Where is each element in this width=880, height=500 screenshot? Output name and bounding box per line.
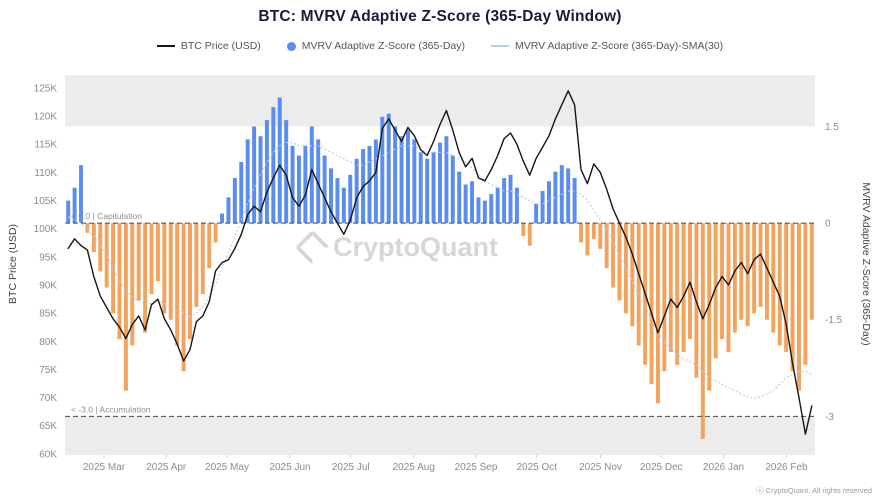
z-tick-label: -1.5 — [825, 315, 843, 326]
x-tick-label: 2026 Jan — [703, 462, 744, 473]
price-tick-label: 125K — [34, 83, 58, 94]
threshold-bands — [65, 75, 815, 455]
price-tick-label: 80K — [39, 337, 57, 348]
legend-label: MVRV Adaptive Z-Score (365-Day) — [301, 40, 465, 52]
x-tick-label: 2025 Nov — [579, 462, 622, 473]
black-line-swatch-icon — [156, 45, 175, 47]
blue-dot-swatch-icon — [286, 41, 296, 51]
x-tick-label: 2025 May — [205, 462, 249, 473]
x-tick-label: 2025 Aug — [393, 462, 435, 473]
chart-title: BTC: MVRV Adaptive Z-Score (365-Day Wind… — [258, 8, 622, 25]
x-axis-labels: 2025 Mar 2025 Apr 2025 May 2025 Jun 2025 Jul… — [83, 455, 808, 473]
threshold-annotation: < -3.0 | Accumulation — [71, 404, 151, 414]
x-tick-label: 2025 Jul — [332, 462, 370, 473]
z-tick-label: -3 — [825, 412, 834, 423]
legend-item-zscore[interactable]: MVRV Adaptive Z-Score (365-Day) — [286, 40, 465, 52]
lightblue-line-swatch-icon — [491, 45, 509, 47]
price-tick-label: 60K — [39, 449, 57, 460]
legend-item-btc-price[interactable]: BTC Price (USD) — [156, 40, 261, 52]
price-tick-label: 75K — [39, 365, 57, 376]
x-tick-label: 2026 Feb — [765, 462, 808, 473]
y-axis-title-zscore: MVRV Adaptive Z-Score (365-Day) — [860, 182, 872, 346]
price-tick-label: 105K — [34, 196, 58, 207]
z-tick-label: 1.5 — [825, 122, 839, 133]
sma30-line — [67, 142, 813, 399]
z-tick-label: 0 — [825, 219, 831, 230]
z-score-bars — [66, 97, 814, 439]
x-tick-label: 2025 Mar — [83, 462, 126, 473]
price-tick-label: 110K — [34, 168, 57, 179]
legend-label: MVRV Adaptive Z-Score (365-Day)-SMA(30) — [515, 40, 724, 52]
x-tick-label: 2025 Sep — [455, 462, 498, 473]
z-axis-labels: 1.5 0 -1.5 -3 — [825, 122, 843, 423]
legend-item-zscore-sma[interactable]: MVRV Adaptive Z-Score (365-Day)-SMA(30) — [491, 40, 723, 52]
x-tick-label: 2025 Oct — [516, 462, 557, 473]
price-axis-labels: 125K 120K 115K 110K 105K 100K 95K 90K 85K 80K 75K 7… — [34, 83, 58, 460]
dashed-threshold-lines — [65, 222, 815, 417]
y-axis-title-price: BTC Price (USD) — [7, 224, 19, 304]
x-tick-label: 2025 Dec — [640, 462, 683, 473]
legend-label: BTC Price (USD) — [180, 40, 261, 52]
price-tick-label: 95K — [39, 252, 57, 263]
price-tick-label: 120K — [34, 112, 58, 123]
copyright-notice: ⓒ CryptoQuant. All rights reserved — [756, 486, 872, 495]
btc-price-line — [67, 90, 813, 435]
price-tick-label: 70K — [39, 393, 57, 404]
price-tick-label: 85K — [39, 309, 57, 320]
legend: BTC Price (USD) MVRV Adaptive Z-Score (3… — [0, 40, 880, 52]
threshold-annotation: < 0.0 | Capitulation — [71, 211, 142, 221]
price-tick-label: 90K — [39, 280, 57, 291]
price-tick-label: 65K — [39, 421, 57, 432]
x-tick-label: 2025 Apr — [146, 462, 187, 473]
threshold-annotations: < 0.0 | Capitulation < -3.0 | Accumulatio… — [71, 211, 151, 414]
price-tick-label: 115K — [34, 140, 57, 151]
x-tick-label: 2025 Jun — [269, 462, 310, 473]
price-tick-label: 100K — [34, 224, 58, 235]
